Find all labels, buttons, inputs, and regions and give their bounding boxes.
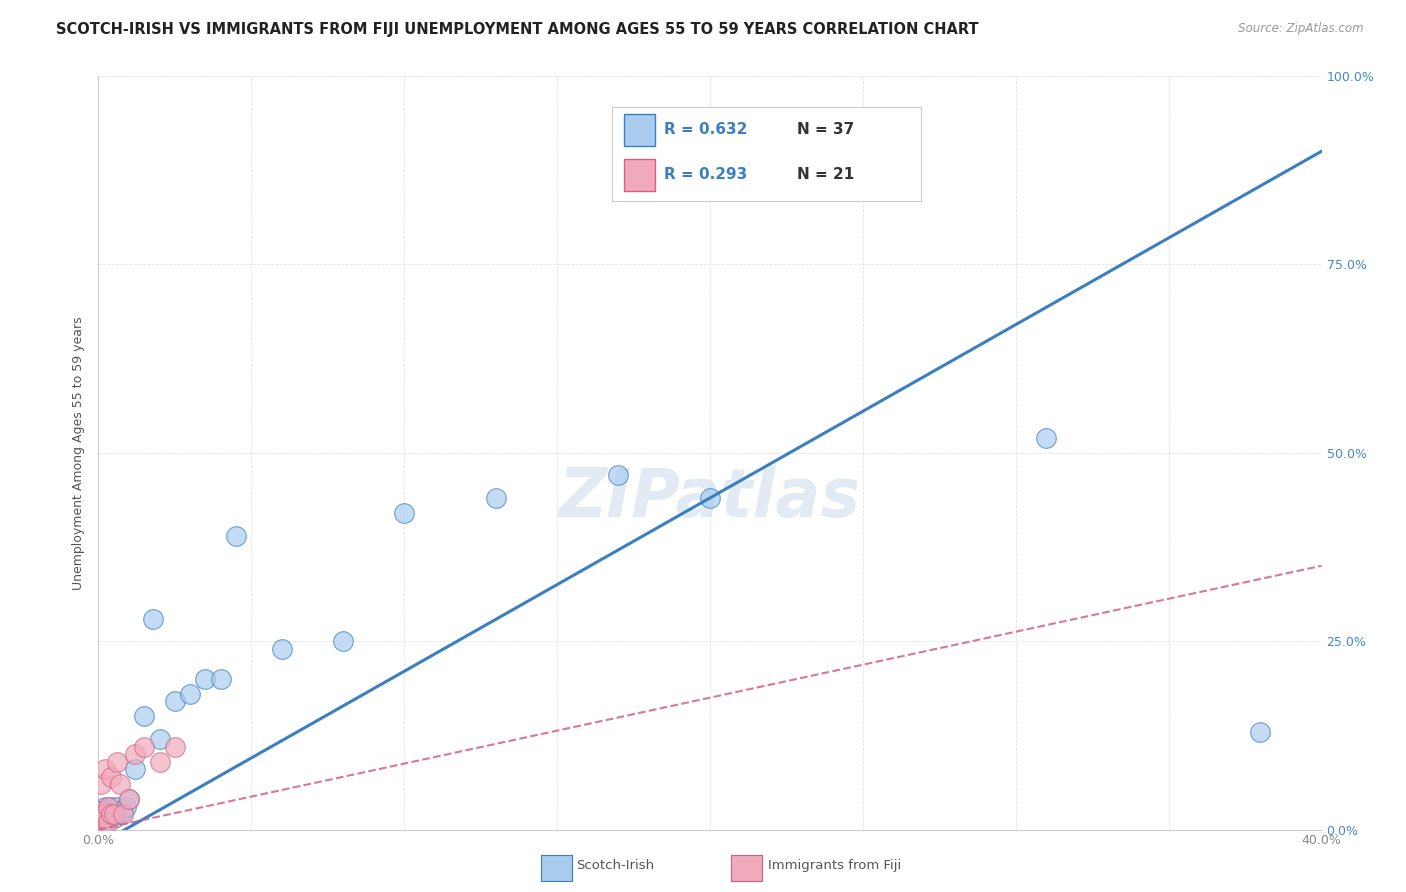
Point [270, 641, 292, 656]
Y-axis label: Unemployment Among Ages 55 to 59 years: Unemployment Among Ages 55 to 59 years [72, 316, 86, 590]
Point [111, 804, 134, 818]
Point [97, 807, 120, 822]
Point [392, 506, 416, 520]
Point [607, 468, 630, 483]
Point [179, 687, 201, 701]
Point [163, 694, 186, 708]
Point [103, 804, 125, 818]
Point [97, 800, 120, 814]
Point [100, 770, 122, 784]
Text: Source: ZipAtlas.com: Source: ZipAtlas.com [1239, 22, 1364, 36]
Point [108, 807, 131, 822]
Text: R = 0.293: R = 0.293 [664, 167, 748, 182]
Point [103, 811, 125, 825]
Point [90, 811, 112, 825]
Point [332, 634, 354, 648]
Text: R = 0.632: R = 0.632 [664, 122, 748, 137]
Point [93, 815, 115, 830]
Point [93, 807, 115, 822]
Point [90, 804, 112, 818]
Point [194, 672, 217, 686]
Point [118, 792, 141, 806]
Text: ZIPatlas: ZIPatlas [560, 465, 860, 531]
Point [225, 528, 247, 542]
Point [1035, 431, 1057, 445]
Point [97, 804, 120, 818]
Text: SCOTCH-IRISH VS IMMIGRANTS FROM FIJI UNEMPLOYMENT AMONG AGES 55 TO 59 YEARS CORR: SCOTCH-IRISH VS IMMIGRANTS FROM FIJI UNE… [56, 22, 979, 37]
Point [90, 811, 112, 825]
Point [149, 732, 172, 747]
Text: N = 37: N = 37 [797, 122, 855, 137]
Point [105, 755, 128, 769]
Point [1249, 724, 1271, 739]
Text: Immigrants from Fiji: Immigrants from Fiji [768, 859, 901, 872]
Point [124, 747, 146, 761]
Point [90, 815, 112, 830]
Point [97, 815, 120, 830]
Point [93, 800, 115, 814]
Point [90, 807, 112, 822]
Point [209, 672, 232, 686]
Point [111, 807, 134, 822]
Point [124, 762, 146, 776]
Point [93, 762, 115, 776]
FancyBboxPatch shape [624, 159, 655, 191]
Point [134, 709, 156, 723]
Point [90, 815, 112, 830]
FancyBboxPatch shape [624, 113, 655, 146]
Text: Scotch-Irish: Scotch-Irish [576, 859, 655, 872]
Point [100, 807, 122, 822]
Text: N = 21: N = 21 [797, 167, 855, 182]
Point [90, 804, 112, 818]
Point [142, 611, 165, 625]
Point [105, 800, 128, 814]
Point [93, 811, 115, 825]
Point [115, 800, 138, 814]
Point [93, 811, 115, 825]
Point [134, 739, 156, 754]
Point [100, 807, 122, 822]
Point [93, 807, 115, 822]
Point [90, 777, 112, 791]
Point [108, 777, 131, 791]
Point [163, 739, 186, 754]
Point [485, 491, 508, 505]
Point [100, 800, 122, 814]
Point [118, 792, 141, 806]
Point [90, 807, 112, 822]
Point [149, 755, 172, 769]
Point [97, 811, 120, 825]
Point [699, 491, 721, 505]
Point [103, 807, 125, 822]
